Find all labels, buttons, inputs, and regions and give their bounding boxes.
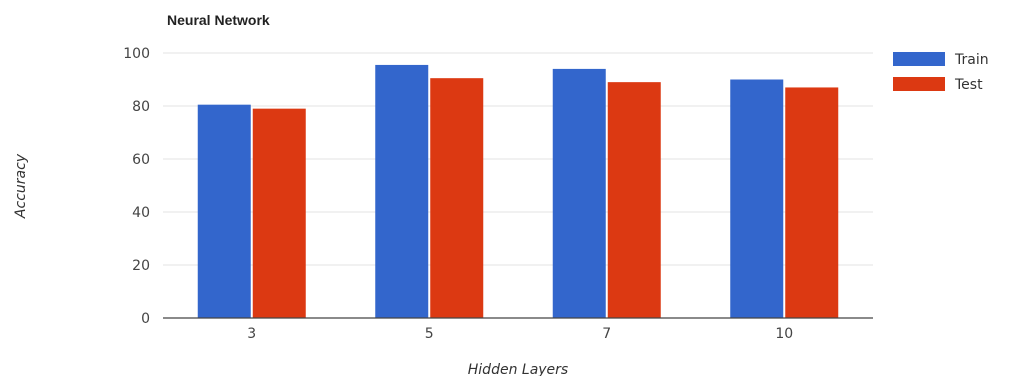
chart-title: Neural Network (167, 12, 270, 28)
bars (197, 64, 839, 319)
x-tick-label: 10 (775, 326, 793, 342)
x-tick-label: 3 (247, 326, 256, 342)
y-tick-label: 20 (132, 258, 150, 274)
bar-test-3 (252, 108, 306, 319)
x-tick-label: 7 (602, 326, 611, 342)
legend-label-test: Test (954, 77, 983, 93)
bar-train-3 (197, 104, 251, 318)
bar-train-7 (552, 68, 606, 319)
legend-swatch-test (893, 77, 945, 91)
x-axis-title: Hidden Layers (468, 362, 568, 376)
bar-test-10 (785, 87, 839, 318)
legend: Train Test (893, 52, 989, 93)
x-axis-ticks: 3 5 7 10 (247, 326, 793, 342)
y-axis-ticks: 0 20 40 60 80 100 (123, 46, 150, 327)
y-tick-label: 80 (132, 99, 150, 115)
y-tick-label: 40 (132, 205, 150, 221)
y-tick-label: 0 (141, 311, 150, 327)
bar-test-7 (607, 82, 661, 319)
bar-train-5 (375, 64, 429, 318)
bar-train-10 (730, 79, 784, 318)
legend-label-train: Train (954, 52, 989, 68)
y-axis-title: Accuracy (13, 153, 29, 219)
y-tick-label: 60 (132, 152, 150, 168)
y-tick-label: 100 (123, 46, 150, 62)
bar-test-5 (430, 78, 484, 318)
x-tick-label: 5 (425, 326, 434, 342)
legend-swatch-train (893, 52, 945, 66)
